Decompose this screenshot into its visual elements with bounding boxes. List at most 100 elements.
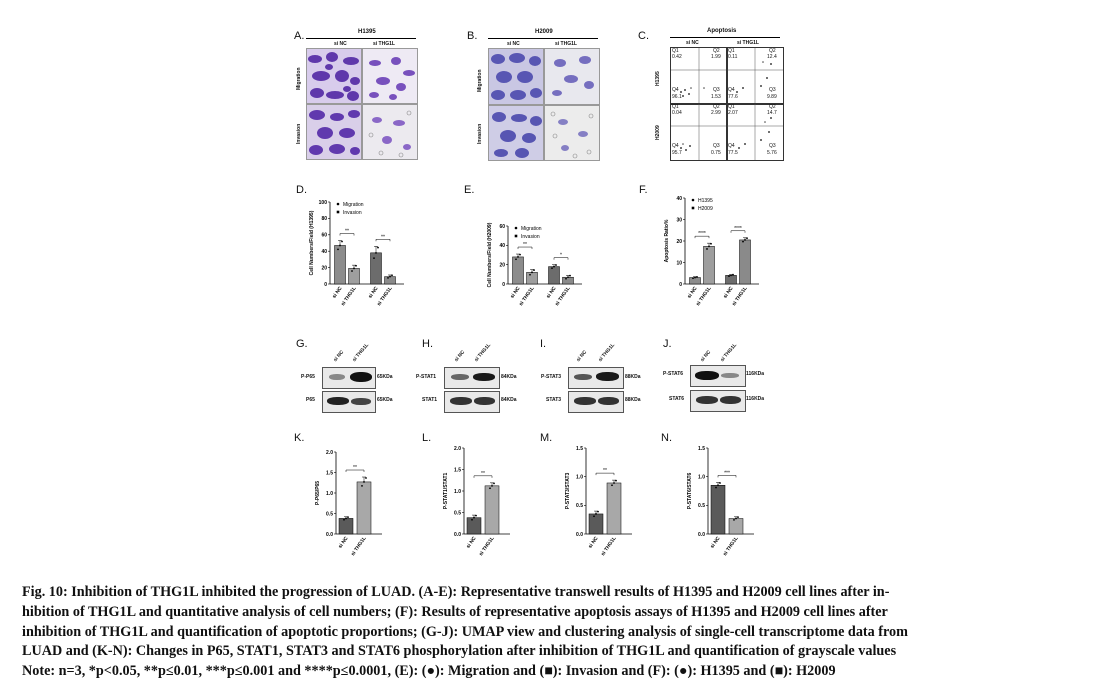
data-point [377,246,379,249]
chart-n: 0.0 0.5 1.0 1.5 P-STAT6/STAT6 si NC si THG1L **… [687,446,754,557]
panel-i-letter: I. [540,338,547,350]
y-axis-label: P-STAT6/STAT6 [687,472,693,509]
panel-m-letter: M. [540,432,553,444]
wb-target-label: P-P65 [301,374,315,380]
wb-total-label: STAT3 [546,397,562,403]
flow-q2-label: Q2 [713,104,720,110]
figure-caption: Fig. 10: Inhibition of THG1L inhibited t… [22,583,1097,682]
y-axis-label: P-P65/P65 [315,481,321,505]
wb-cond-1: si NC [575,349,589,363]
legend-label: H1395 [698,198,713,204]
wb-blot [444,391,500,413]
panel-a-rule [306,38,416,39]
legend-marker [514,226,518,230]
y-tick-label: 0.5 [698,503,705,509]
transwell-image [306,104,362,160]
significance-label: ** [381,234,385,240]
wb-total-kda: 116KDa [746,396,765,402]
wb-band [574,374,592,380]
data-point [473,516,475,519]
panel-c-title: Apoptosis [707,28,737,34]
panel-b-cond-1: si NC [507,41,520,47]
caption-line: inhibition of THG1L and quantification o… [22,623,908,640]
data-point [595,513,597,515]
x-tick-label: si NC [331,285,343,299]
panel-h-letter: H. [422,338,433,350]
legend-marker [691,198,695,202]
data-point [706,248,708,250]
flow-q1-label: Q1 [728,48,735,54]
data-point [692,277,694,280]
flow-q4-label: Q4 [728,143,735,149]
y-tick-label: 40 [321,249,327,255]
data-point [475,514,477,517]
data-point [615,479,617,482]
bar [338,518,354,535]
data-point [389,275,391,278]
data-point [742,240,744,243]
bar [739,239,751,285]
bar [466,517,482,535]
data-point [353,267,355,270]
bar [703,246,715,285]
y-tick-label: 0.0 [698,532,705,538]
significance-bracket [517,246,533,250]
x-tick-label: si NC [709,535,721,549]
bar [548,266,560,285]
significance-label: ** [481,471,485,477]
data-point [744,239,746,241]
data-point [519,253,521,256]
significance-label: **** [698,231,706,237]
panel-l-letter: L. [422,432,432,444]
flow-q2-value: 14.7 [767,110,777,116]
bar [588,513,604,535]
wb-total-kda: 84KDa [501,397,517,403]
wb-band [329,374,345,380]
data-point [715,486,717,489]
flow-q4-label: Q4 [672,143,679,149]
flow-q1-value: 0.42 [672,54,682,60]
flow-q3-label: Q3 [713,143,720,149]
bar [370,252,382,285]
significance-label: ** [603,468,607,474]
wb-band [327,397,349,405]
data-point [529,273,531,276]
x-tick-label: si NC [337,535,349,549]
y-tick-label: 1.5 [326,470,333,476]
wb-band [598,397,619,405]
caption-line: hibition of THG1L and quantitative analy… [22,603,888,620]
data-point [365,477,367,479]
chart-k: 0.0 0.5 1.0 1.5 2.0 P-P65/P65 si NC si THG1L ** [315,450,382,557]
flow-q2-label: Q2 [769,104,776,110]
data-point [555,264,557,266]
data-point [551,267,553,270]
wb-cond-1: si NC [332,349,346,363]
flow-q4-value: 77.6 [728,94,738,100]
legend-label: H2009 [698,206,713,212]
y-tick-label: 1.5 [454,467,461,473]
significance-bracket [694,235,710,239]
panel-g-letter: G. [296,338,308,350]
flow-q3-value: 9.89 [767,94,777,100]
y-tick-label: 2.0 [326,450,333,456]
caption-line: LUAD and (K-N): Changes in P65, STAT1, S… [22,643,897,660]
y-tick-label: 0.5 [454,510,461,516]
transwell-image [306,48,362,104]
data-point [375,251,377,254]
flow-q1-value: 2.07 [728,110,738,116]
data-point [531,271,533,274]
data-point [337,248,339,251]
data-point [387,277,389,279]
y-tick-label: 20 [499,262,505,268]
x-tick-label: si THG1L [600,536,618,557]
wb-blot [322,367,376,389]
y-axis-label: Cell Numbers/Field (H2009) [487,222,493,287]
panel-n-letter: N. [661,432,672,444]
wb-total-kda: 65KDa [377,397,393,403]
panel-a-row-2: Invasion [296,123,302,144]
wb-band [695,371,719,380]
flow-q3-value: 5.76 [767,150,777,156]
data-point [491,484,493,487]
data-point [730,274,732,277]
